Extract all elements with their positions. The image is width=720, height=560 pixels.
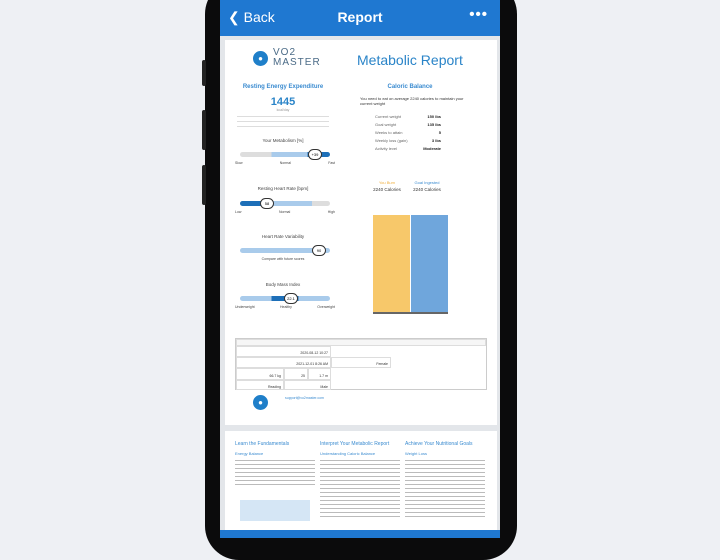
scale-label: Overweight — [317, 305, 335, 309]
scale-label: Fast — [328, 161, 335, 165]
scale-label: High — [327, 210, 335, 214]
report-title: Metabolic Report — [357, 52, 463, 68]
scale-label: Normal — [278, 210, 291, 214]
ree-unit: kcal/day — [276, 108, 290, 112]
ree-value: 1445 — [270, 96, 296, 108]
table-cell: Female — [331, 357, 391, 368]
bmi-bar: 22.1 — [240, 293, 330, 304]
scale-label: Slow — [235, 161, 243, 165]
phone-button — [202, 110, 206, 150]
metabolism-heading: Your Metabolism [%] — [262, 138, 304, 143]
info-column: Interpret Your Metabolic Report Understan… — [320, 441, 400, 519]
logo-text: VO2 MASTER — [273, 47, 321, 68]
hrv-bar: 90 — [240, 245, 330, 256]
hrv-heading: Heart Rate Variability — [261, 234, 305, 239]
caloric-row: Activity level Moderate — [375, 146, 441, 151]
hrv-value: 90 — [312, 245, 326, 256]
rhr-value: 58 — [260, 198, 274, 209]
eat-label: Goal Ingested — [414, 180, 440, 185]
ree-heading: Resting Energy Expenditure — [242, 84, 324, 90]
scale-label: Healthy — [280, 305, 292, 309]
table-cell: 25 — [284, 368, 308, 380]
info-column: Achieve Your Nutritional Goals Weight Los… — [405, 441, 485, 519]
eat-value: 2240 Calories — [413, 187, 441, 192]
logo-icon: ● — [253, 51, 268, 66]
caloric-row: Weekly loss (gain) 3 lbs — [375, 138, 441, 143]
info-page: Learn the Fundamentals Energy Balance Int… — [225, 431, 497, 538]
table-cell: 1.7 m — [308, 368, 331, 380]
caloric-row: Current weight 150 lbs — [375, 114, 441, 119]
hrv-caption: Compare with future scores — [261, 257, 305, 261]
caloric-intro: You need to eat on average 2240 calories… — [360, 96, 464, 106]
chart-baseline — [373, 312, 448, 314]
footer-logo-icon: ● — [253, 395, 268, 410]
bmi-heading: Body Mass Index — [265, 282, 301, 287]
scale-illustration — [240, 486, 310, 521]
burn-value: 2240 Calories — [373, 187, 401, 192]
phone-button — [202, 60, 206, 86]
rhr-bar: 58 — [240, 198, 330, 209]
info-column: Learn the Fundamentals Energy Balance — [235, 441, 315, 485]
phone-button — [202, 165, 206, 205]
back-label: Back — [243, 9, 275, 25]
ree-description — [237, 115, 329, 130]
back-button[interactable]: ❮ Back — [228, 9, 275, 25]
caloric-row: Goal weight 135 lbs — [375, 122, 441, 127]
bmi-value: 22.1 — [284, 293, 298, 304]
tab-bar[interactable] — [220, 530, 500, 538]
rhr-heading: Resting Heart Rate [bpm] — [257, 186, 309, 191]
table-cell: Male — [284, 380, 331, 390]
caloric-heading: Caloric Balance — [387, 84, 433, 90]
table-toolbar — [236, 339, 486, 346]
nav-bar: ❮ Back Report ••• — [220, 0, 500, 36]
scale-label: Underweight — [235, 305, 255, 309]
scale-label: Normal — [279, 161, 292, 165]
metabolism-value: +39 — [308, 149, 322, 160]
table-cell: 2020-08-12 10:27 — [236, 346, 331, 357]
table-cell: Reading — [236, 380, 284, 390]
scale-label: Low — [235, 210, 242, 214]
metabolism-bar: +39 — [240, 149, 330, 160]
screen: ❮ Back Report ••• ● VO2 MASTER Metabolic… — [220, 0, 500, 538]
table-cell: 2021-12-01 8:26 AM — [236, 357, 331, 368]
burn-label: You Burn — [378, 180, 396, 185]
caloric-row: Weeks to attain 5 — [375, 130, 441, 135]
eat-bar — [411, 215, 448, 312]
footer-link[interactable]: support@vo2master.com — [285, 396, 324, 400]
info-table: 2020-08-12 10:27 2021-12-01 8:26 AM 66.7… — [235, 338, 487, 390]
report-page: ● VO2 MASTER Metabolic Report Resting En… — [225, 40, 497, 425]
burn-bar — [373, 215, 410, 312]
caloric-rows: Current weight 150 lbs Goal weight 135 lbs… — [375, 114, 441, 151]
more-button[interactable]: ••• — [469, 6, 488, 23]
nav-title: Report — [337, 9, 383, 25]
table-cell: 66.7 kg — [236, 368, 284, 380]
